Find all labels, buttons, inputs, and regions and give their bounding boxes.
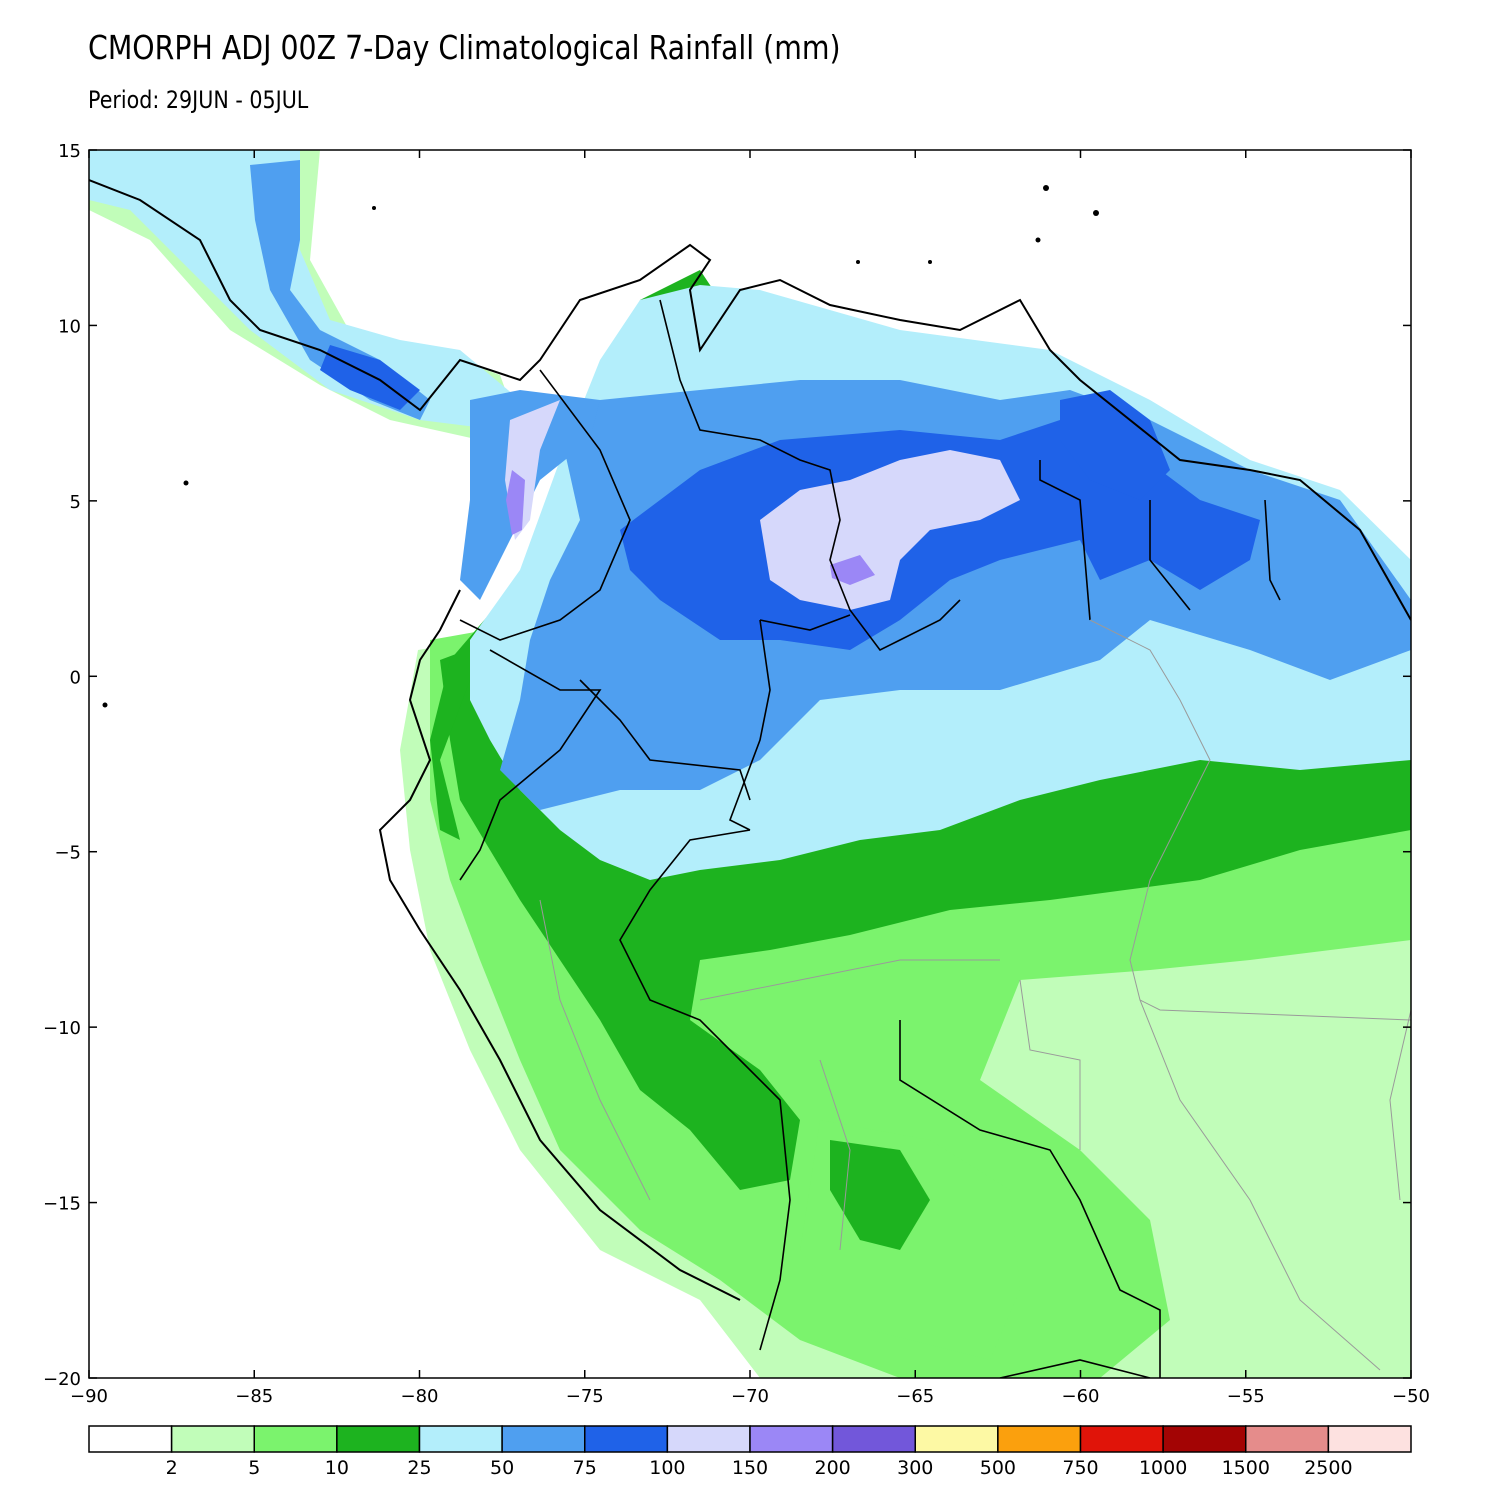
y-tick-label: −15	[43, 1194, 81, 1215]
islands	[102, 185, 1099, 708]
x-tick-label: −65	[896, 1386, 934, 1407]
y-tick-label: −5	[54, 843, 81, 864]
x-tick-label: −70	[731, 1386, 769, 1407]
x-tick-label: −55	[1227, 1386, 1265, 1407]
legend-swatch	[749, 1425, 834, 1453]
legend-label: 2500	[1304, 1457, 1352, 1479]
rain-band-75-100-panama	[320, 345, 420, 410]
legend-swatch	[418, 1425, 503, 1453]
x-tick-label: −80	[401, 1386, 439, 1407]
legend-label: 75	[573, 1457, 597, 1479]
x-tick-label: −50	[1392, 1386, 1430, 1407]
legend-label: 200	[814, 1457, 850, 1479]
legend-swatch	[253, 1425, 338, 1453]
legend-swatch	[997, 1425, 1082, 1453]
y-tick-label: 0	[70, 667, 81, 688]
x-tick-label: −90	[70, 1386, 108, 1407]
y-tick-label: −10	[43, 1018, 81, 1039]
legend-label: 5	[248, 1457, 260, 1479]
legend-swatch	[666, 1425, 751, 1453]
rain-band-100-150	[760, 450, 1020, 610]
x-tick-label: −75	[566, 1386, 604, 1407]
state-borders	[539, 619, 1411, 1371]
legend-swatch	[1245, 1425, 1330, 1453]
legend-label: 100	[649, 1457, 685, 1479]
legend-label: 50	[490, 1457, 514, 1479]
legend-swatch	[914, 1425, 999, 1453]
legend-swatch	[584, 1425, 669, 1453]
rain-band-25-50-central-america	[89, 150, 520, 430]
legend-label: 25	[407, 1457, 431, 1479]
legend-swatch	[1327, 1425, 1412, 1453]
rain-band-10-25-bolivia	[830, 1140, 930, 1250]
x-tick-label: −85	[235, 1386, 273, 1407]
coastline	[89, 179, 1411, 1301]
legend-label: 10	[325, 1457, 349, 1479]
legend-label: 300	[897, 1457, 933, 1479]
legend-label: 750	[1062, 1457, 1098, 1479]
country-borders	[459, 299, 1281, 1378]
legend-swatch	[1162, 1425, 1247, 1453]
legend-swatch	[88, 1425, 173, 1453]
rainfall-field	[89, 150, 1411, 1378]
map-title: CMORPH ADJ 00Z 7-Day Climatological Rain…	[88, 28, 841, 67]
map-subtitle: Period: 29JUN - 05JUL	[88, 86, 309, 114]
legend-label: 500	[980, 1457, 1016, 1479]
legend-swatch	[336, 1425, 421, 1453]
y-tick-label: −20	[43, 1369, 81, 1390]
legend-swatch	[501, 1425, 586, 1453]
rain-band-150-200-colombia	[506, 470, 525, 535]
y-tick-label: 5	[70, 492, 81, 513]
legend-swatch	[831, 1425, 916, 1453]
rain-band-75-100-north	[1060, 390, 1170, 500]
legend-label: 1500	[1222, 1457, 1270, 1479]
rain-band-150-200	[830, 555, 875, 585]
y-tick-label: 15	[58, 141, 81, 162]
rain-band-50-75-central-america	[250, 160, 430, 420]
color-legend: 2 5 10 25 50 75 100 150 200 300 500 750 1000 1500 2500	[88, 1425, 1412, 1479]
legend-label: 150	[732, 1457, 768, 1479]
legend-label: 2	[166, 1457, 178, 1479]
legend-swatch	[1079, 1425, 1164, 1453]
legend-label: 1000	[1139, 1457, 1187, 1479]
legend-swatch	[170, 1425, 255, 1453]
x-tick-label: −60	[1062, 1386, 1100, 1407]
axis-ticks: −90 −85 −80 −75 −70 −65 −60 −55 −50 15 10 5 0 −5 −10 −1…	[43, 141, 1430, 1407]
y-tick-label: 10	[58, 316, 81, 337]
